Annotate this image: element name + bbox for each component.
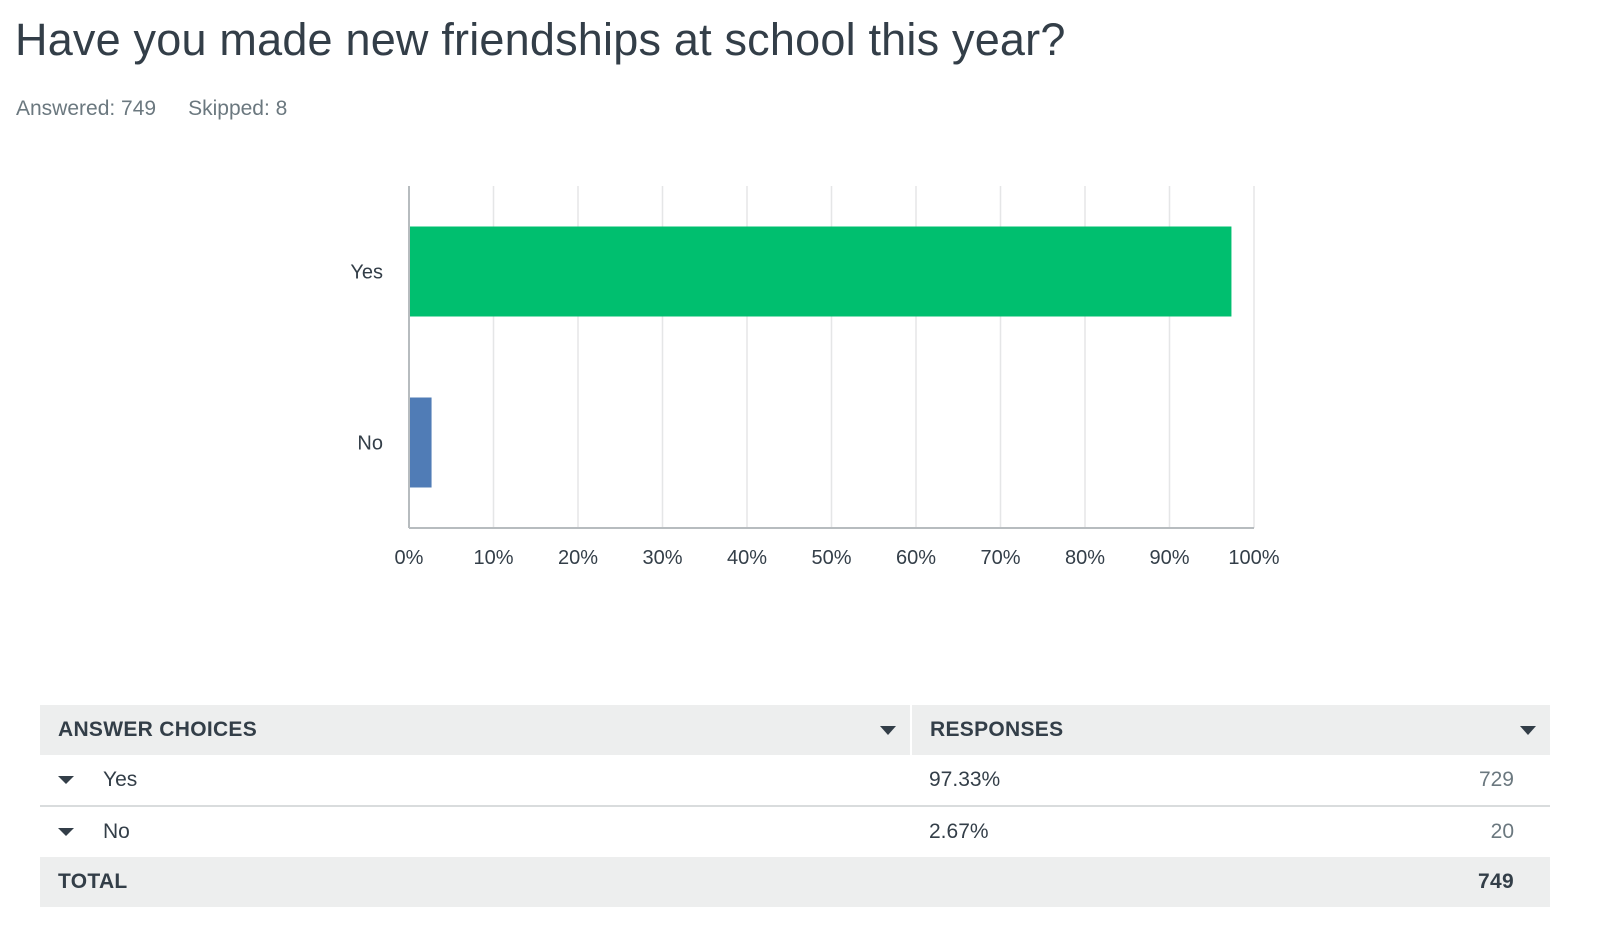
x-tick-label: 0%: [395, 547, 424, 569]
x-tick-label: 100%: [1228, 547, 1279, 569]
response-cell: 2.67% 20: [911, 806, 1550, 857]
table-total-row: TOTAL 749: [40, 857, 1550, 907]
table-row-yes: Yes 97.33% 729: [40, 755, 1550, 807]
chart-axes: [408, 186, 1254, 529]
x-tick-label: 70%: [980, 547, 1020, 569]
sort-dropdown-icon[interactable]: [1520, 726, 1536, 735]
x-tick-label: 90%: [1149, 547, 1189, 569]
bar-no[interactable]: [409, 397, 432, 488]
answer-choices-header-label: ANSWER CHOICES: [58, 718, 258, 741]
x-tick-label: 80%: [1065, 547, 1105, 569]
responses-header-label: RESPONSES: [930, 718, 1064, 741]
answer-summary-table: ANSWER CHOICES RESPONSES Yes 97.33% 729 …: [40, 705, 1550, 907]
answer-choice-cell: Yes: [40, 755, 911, 807]
table-header-row: ANSWER CHOICES RESPONSES: [40, 705, 1550, 755]
response-percent: 97.33%: [929, 768, 1001, 791]
answer-choices-header[interactable]: ANSWER CHOICES: [40, 705, 912, 755]
answered-count: Answered: 749: [16, 97, 157, 120]
expand-arrow-icon[interactable]: [58, 776, 74, 785]
chart-labels: 0% 10% 20% 30% 40% 50% 60% 70% 80% 90% 100% Yes No: [350, 262, 1279, 570]
responses-header[interactable]: RESPONSES: [911, 705, 1550, 755]
table-row-no: No 2.67% 20: [40, 806, 1550, 857]
x-tick-label: 40%: [727, 547, 767, 569]
category-label: Yes: [350, 262, 383, 284]
total-cell: 749: [911, 857, 1550, 907]
bar-chart: 0% 10% 20% 30% 40% 50% 60% 70% 80% 90% 100% Yes No: [350, 186, 1280, 570]
x-tick-label: 60%: [896, 547, 936, 569]
x-tick-label: 10%: [473, 547, 513, 569]
total-label: TOTAL: [58, 870, 128, 893]
x-tick-label: 30%: [642, 547, 682, 569]
response-percent: 2.67%: [929, 820, 989, 843]
response-cell: 97.33% 729: [911, 755, 1550, 807]
x-tick-label: 50%: [811, 547, 851, 569]
answer-choice-label: No: [103, 820, 130, 843]
skipped-count: Skipped: 8: [188, 97, 288, 120]
category-label: No: [357, 433, 383, 455]
question-title: Have you made new friendships at school …: [15, 14, 1066, 65]
answer-choice-label: Yes: [103, 768, 138, 791]
expand-arrow-icon[interactable]: [58, 828, 74, 837]
bar-yes[interactable]: [409, 226, 1232, 317]
x-tick-label: 20%: [558, 547, 598, 569]
response-stats: Answered: 749 Skipped: 8: [16, 97, 287, 121]
total-value: 749: [1478, 870, 1514, 893]
response-count: 729: [1478, 768, 1514, 791]
answer-choice-cell: No: [40, 806, 911, 857]
sort-dropdown-icon[interactable]: [880, 726, 896, 735]
response-count: 20: [1490, 820, 1514, 843]
chart-bars: [409, 226, 1232, 488]
